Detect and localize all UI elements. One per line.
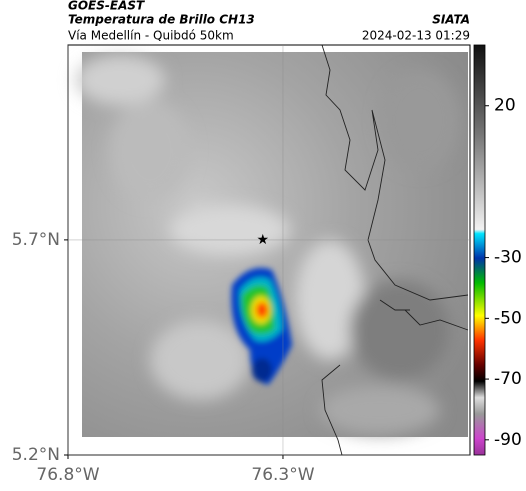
x-tick-label: 76.8°W	[36, 465, 99, 485]
colorbar-tick-label: -50	[494, 308, 522, 328]
satellite-image	[75, 52, 468, 437]
location-marker: ★	[256, 232, 269, 248]
source: SIATA	[432, 13, 470, 27]
y-tick-label: 5.2°N	[12, 445, 60, 465]
colorbar	[473, 44, 486, 456]
datetime: 2024-02-13 01:29	[362, 29, 470, 43]
colorbar-tick-label: -90	[494, 430, 522, 450]
title: GOES-EAST	[68, 0, 145, 13]
colorbar-tick-label: 20	[494, 96, 516, 116]
colorbar-tick-label: -70	[494, 369, 522, 389]
region: Vía Medellín - Quibdó 50km	[68, 29, 234, 43]
y-tick-label: 5.7°N	[12, 230, 60, 250]
subtitle: Temperatura de Brillo CH13	[68, 13, 255, 27]
colorbar-tick-label: -30	[494, 248, 522, 268]
borders	[321, 44, 469, 456]
x-tick-label: 76.3°W	[251, 465, 314, 485]
